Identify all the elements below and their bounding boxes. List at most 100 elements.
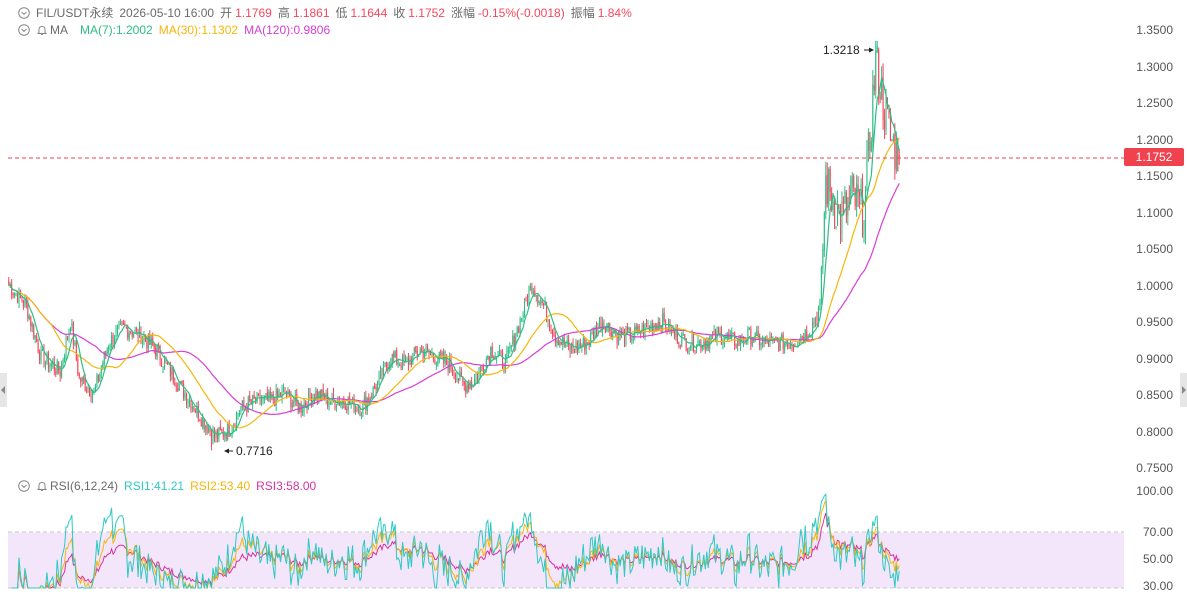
candle-body bbox=[105, 352, 107, 354]
candle-body bbox=[416, 350, 418, 356]
candle-body bbox=[838, 204, 840, 208]
candle-body bbox=[118, 324, 120, 327]
candle-body bbox=[590, 333, 592, 346]
candle-body bbox=[509, 346, 511, 349]
candle-body bbox=[97, 374, 99, 382]
candle-body bbox=[106, 348, 108, 355]
candle-body bbox=[897, 139, 899, 172]
candle-body bbox=[537, 294, 539, 303]
candle-body bbox=[504, 358, 506, 371]
candle-body bbox=[84, 379, 86, 391]
candle-body bbox=[341, 400, 343, 404]
candle-body bbox=[390, 363, 392, 367]
candle-body bbox=[297, 402, 299, 413]
candle-body bbox=[193, 406, 195, 412]
candle-body bbox=[454, 376, 456, 381]
candle-body bbox=[355, 407, 357, 413]
candle-body bbox=[419, 348, 421, 354]
candle-body bbox=[203, 418, 205, 429]
candle-body bbox=[269, 391, 271, 399]
candle-body bbox=[456, 377, 458, 380]
candle-body bbox=[593, 332, 595, 339]
candle-body bbox=[822, 249, 824, 269]
candle-body bbox=[557, 340, 559, 346]
candle-body bbox=[186, 392, 188, 404]
candle-body bbox=[86, 390, 88, 392]
price-axis[interactable]: 1.3500 1.3000 1.2500 1.2000 1.1500 1.100… bbox=[1127, 0, 1187, 603]
candle-body bbox=[31, 323, 33, 328]
candle-body bbox=[579, 342, 581, 347]
candle-body bbox=[114, 340, 116, 344]
candle-body bbox=[83, 377, 85, 381]
candle-body bbox=[715, 330, 717, 341]
candle-body bbox=[231, 429, 233, 434]
candle-body bbox=[49, 365, 51, 367]
candle-body bbox=[253, 395, 255, 399]
candle-body bbox=[635, 326, 637, 330]
price-tick: 1.1000 bbox=[1136, 206, 1173, 220]
collapse-chevron-icon[interactable] bbox=[18, 6, 30, 19]
candle-body bbox=[34, 335, 36, 339]
candle-body bbox=[43, 348, 45, 366]
candle-body bbox=[460, 372, 462, 377]
candle-body bbox=[717, 330, 720, 333]
candle-body bbox=[659, 321, 661, 326]
price-tick: 0.9000 bbox=[1136, 352, 1173, 366]
candle-body bbox=[619, 331, 621, 337]
candle-body bbox=[391, 353, 393, 365]
price-tick: 1.0000 bbox=[1136, 279, 1173, 293]
candle-body bbox=[698, 340, 700, 342]
candle-body bbox=[382, 363, 384, 376]
candle-body bbox=[521, 318, 523, 320]
candle-body bbox=[218, 427, 220, 439]
chevron-left-icon bbox=[1, 386, 5, 394]
candle-body bbox=[732, 332, 734, 334]
candle-body bbox=[641, 325, 643, 332]
candle-body bbox=[853, 175, 855, 188]
candle-body bbox=[425, 346, 427, 354]
candle-body bbox=[503, 366, 505, 372]
candle-body bbox=[240, 407, 242, 412]
candle-body bbox=[337, 400, 339, 406]
candle-body bbox=[873, 85, 875, 91]
candle-body bbox=[491, 346, 493, 359]
candle-body bbox=[889, 116, 891, 141]
candle-body bbox=[280, 393, 282, 398]
candle-body bbox=[839, 207, 841, 235]
candle-body bbox=[42, 349, 44, 351]
candle-body bbox=[471, 381, 473, 385]
candle-body bbox=[594, 327, 596, 339]
candle-body bbox=[310, 396, 312, 405]
bell-icon[interactable] bbox=[36, 480, 48, 492]
scroll-left-button[interactable] bbox=[0, 373, 7, 407]
candle-body bbox=[374, 385, 376, 389]
candle-body bbox=[375, 387, 377, 391]
candle-body bbox=[404, 359, 407, 361]
collapse-chevron-icon[interactable] bbox=[18, 24, 30, 36]
candle-body bbox=[882, 76, 884, 121]
collapse-chevron-icon[interactable] bbox=[18, 480, 30, 492]
candle-body bbox=[77, 359, 79, 374]
candle-body bbox=[790, 344, 792, 350]
candle-body bbox=[384, 363, 386, 365]
candle-body bbox=[615, 332, 617, 334]
candle-body bbox=[681, 334, 683, 347]
candle-body bbox=[856, 183, 858, 207]
current-price-tag: 1.1752 bbox=[1124, 148, 1184, 166]
scroll-right-button[interactable] bbox=[1180, 373, 1187, 407]
candle-body bbox=[757, 331, 759, 336]
candle-body bbox=[457, 378, 459, 381]
candle-body bbox=[475, 377, 477, 379]
candle-body bbox=[571, 344, 573, 354]
candle-body bbox=[814, 316, 817, 326]
candle-body bbox=[406, 359, 408, 361]
candle-body bbox=[832, 201, 834, 210]
close-label: 收 bbox=[393, 6, 406, 20]
candle-body bbox=[260, 400, 263, 402]
bell-icon[interactable] bbox=[36, 24, 48, 36]
candle-body bbox=[884, 119, 886, 130]
candle-body bbox=[128, 333, 130, 339]
candle-body bbox=[618, 330, 620, 345]
candle-body bbox=[112, 334, 114, 345]
